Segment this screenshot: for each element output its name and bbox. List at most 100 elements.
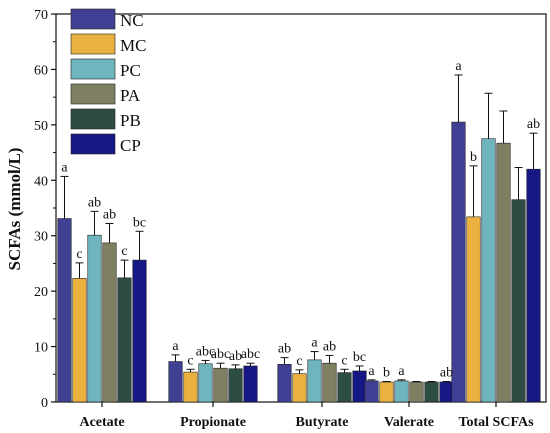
bar <box>243 365 258 403</box>
bar <box>198 363 213 403</box>
x-tick-label: Butyrate <box>296 415 349 430</box>
error-bar <box>325 354 334 364</box>
error-bar <box>60 175 69 219</box>
bar <box>102 242 117 403</box>
error-bar <box>442 380 451 383</box>
significance-label: c <box>187 353 193 368</box>
significance-label: ab <box>323 339 336 354</box>
legend-swatch <box>70 83 116 105</box>
error-bar <box>105 223 114 243</box>
error-bar <box>412 380 421 383</box>
y-tick-label: 50 <box>34 119 48 134</box>
y-tick-label: 30 <box>34 230 48 245</box>
error-bar <box>469 165 478 217</box>
legend-swatch <box>70 33 116 55</box>
significance-label: a <box>61 160 68 175</box>
error-bar <box>135 230 144 261</box>
bar <box>481 138 496 403</box>
significance-label: bc <box>133 215 146 230</box>
legend-item: NC <box>70 8 144 30</box>
legend-label: NC <box>120 11 144 30</box>
error-bar <box>201 359 210 364</box>
legend-label: CP <box>120 136 141 155</box>
bar <box>409 381 424 403</box>
y-tick-label: 0 <box>41 396 48 411</box>
significance-label: b <box>470 150 477 165</box>
significance-label: a <box>368 364 375 379</box>
bar <box>439 381 454 403</box>
significance-label: ab <box>103 208 116 223</box>
error-bar <box>186 368 195 373</box>
bar <box>307 359 322 403</box>
error-bar <box>340 368 349 373</box>
error-bar <box>355 365 364 371</box>
bars <box>57 121 541 403</box>
significance-label: ab <box>88 195 101 210</box>
significance-label: a <box>398 364 405 379</box>
bar <box>394 380 409 403</box>
significance-label: abc <box>211 347 230 362</box>
significance-label: ab <box>440 365 453 380</box>
x-axis: Acetate Propionate Butyrate Valerate Total S… <box>79 402 534 430</box>
y-tick-label: 10 <box>34 341 48 356</box>
significance-label: b <box>383 365 390 380</box>
error-bar <box>310 351 319 360</box>
y-tick-label: 60 <box>34 63 48 78</box>
error-bar <box>171 354 180 362</box>
bar <box>526 168 541 403</box>
significance-label: c <box>341 353 347 368</box>
legend-swatch <box>70 58 116 80</box>
error-bar <box>499 110 508 144</box>
bar <box>87 234 102 403</box>
bar <box>337 372 352 403</box>
error-bar <box>280 357 289 365</box>
bar <box>379 381 394 403</box>
error-bar <box>216 362 225 369</box>
bar <box>292 373 307 403</box>
significance-label: a <box>455 59 462 74</box>
significance-label: a <box>311 336 318 351</box>
legend-label: PC <box>120 61 141 80</box>
y-axis: 0 10 20 30 40 50 60 70 <box>34 8 56 411</box>
error-bar <box>514 167 523 200</box>
error-bar <box>120 259 129 278</box>
significance-label: c <box>76 247 82 262</box>
error-bar <box>90 210 99 236</box>
error-bar <box>75 262 84 279</box>
bar <box>132 259 147 403</box>
error-bars <box>60 74 538 383</box>
x-tick-label: Valerate <box>384 415 434 430</box>
legend-swatch <box>70 8 116 30</box>
bar <box>364 380 379 403</box>
error-bar <box>454 74 463 123</box>
bar <box>322 362 337 403</box>
x-tick-label: Acetate <box>79 415 124 430</box>
bar <box>228 368 243 403</box>
legend-item: PA <box>70 83 141 105</box>
y-tick-label: 40 <box>34 174 48 189</box>
significance-label: c <box>121 244 127 259</box>
significance-label: a <box>172 339 179 354</box>
legend-label: MC <box>120 36 146 55</box>
error-bar <box>427 380 436 383</box>
legend-item: CP <box>70 133 141 155</box>
significance-label: ab <box>229 349 242 364</box>
significance-label: bc <box>353 350 366 365</box>
y-axis-title: SCFAs (mmol/L) <box>5 148 24 271</box>
y-tick-label: 20 <box>34 285 48 300</box>
bar <box>466 216 481 403</box>
bar <box>117 277 132 403</box>
error-bar <box>231 364 240 369</box>
error-bar <box>246 362 255 366</box>
bar <box>496 142 511 403</box>
error-bar <box>484 92 493 139</box>
significance-label: abc <box>241 347 260 362</box>
legend-item: PC <box>70 58 141 80</box>
legend-item: PB <box>70 108 141 130</box>
error-bar <box>367 379 376 381</box>
error-bar <box>382 380 391 383</box>
bar <box>72 278 87 403</box>
significance-label: ab <box>278 342 291 357</box>
